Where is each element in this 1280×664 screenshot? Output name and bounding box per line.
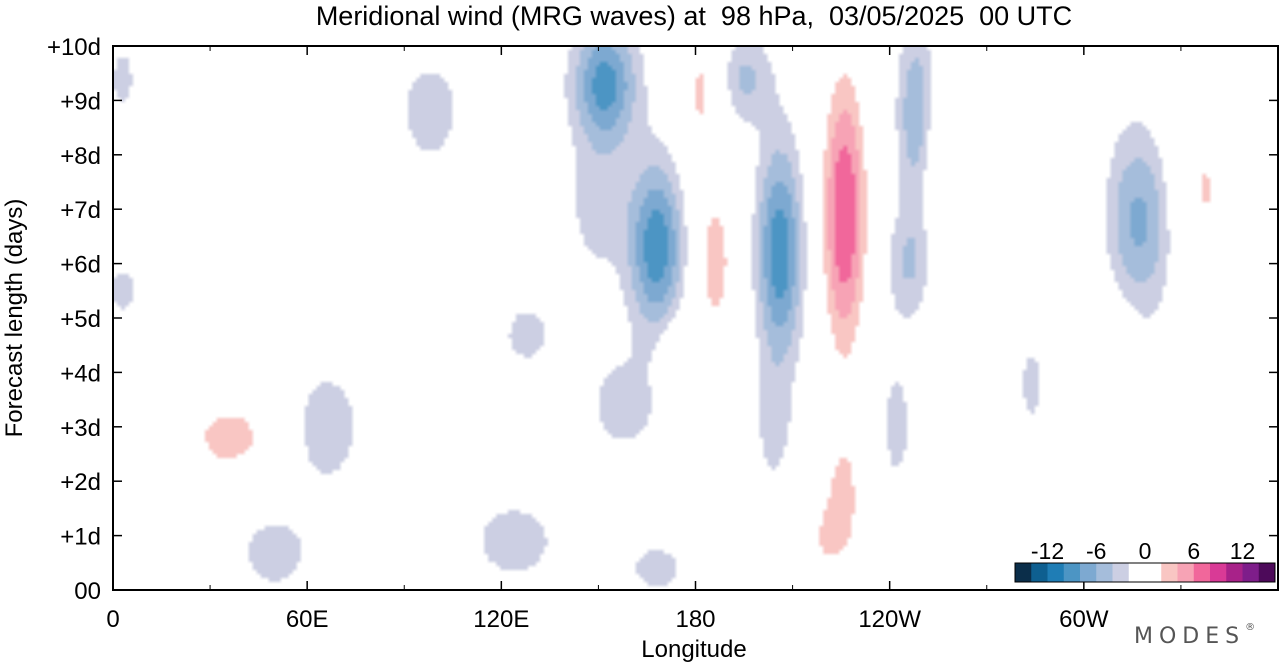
y-axis-label: Forecast length (days) [1,199,28,438]
y-tick-label: +1d [60,524,101,551]
y-tick-label: +7d [60,197,101,224]
modes-logo: MODES® [1134,622,1256,649]
colorbar-swatch [1031,563,1048,582]
y-tick-label: +4d [60,360,101,387]
colorbar-tick-label: 0 [1139,538,1152,564]
y-tick-label: +6d [60,252,101,279]
y-tick-label: +10d [47,34,101,61]
colorbar-tick-label: 12 [1230,538,1256,564]
x-tick-label: 60E [286,606,329,633]
x-axis: 0 60E 120E 180 120W 60W [106,46,1182,633]
x-tick-label: 180 [675,606,715,633]
y-tick-label: +2d [60,469,101,496]
colorbar-swatch [1193,563,1211,582]
y-tick-label: +9d [60,88,101,115]
x-tick-label: 0 [106,606,119,633]
colorbar-swatch [1080,563,1097,582]
colorbar: -12 -6 0 6 12 [1014,538,1276,583]
colorbar-swatch [1226,563,1243,582]
colorbar-tick-label: 6 [1187,538,1200,564]
colorbar-swatch [1015,563,1032,582]
y-axis: 00 +1d +2d +3d +4d +5d +6d +7d +8d +9d +10d [47,34,1278,605]
colorbar-swatch [1177,563,1195,582]
colorbar-swatch [1047,563,1065,582]
colorbar-tick-label: -6 [1086,538,1106,564]
x-tick-label: 120E [473,606,529,633]
colorbar-swatch [1258,563,1276,582]
colorbar-swatch [1210,563,1227,582]
colorbar-swatch [1242,563,1260,582]
colorbar-swatch [1128,563,1146,582]
x-tick-label: 60W [1059,606,1109,633]
wind-field-contours [113,46,1278,590]
colorbar-frame [1014,562,1276,583]
x-axis-label: Longitude [641,636,746,663]
colorbar-tick-label: -12 [1031,538,1064,564]
plot-area [112,45,1279,591]
y-tick-label: +3d [60,415,101,442]
y-tick-label: +5d [60,306,101,333]
colorbar-swatch [1096,563,1113,582]
colorbar-swatch [1112,563,1130,582]
y-tick-label: 00 [74,578,101,605]
y-tick-label: +8d [60,143,101,170]
chart-title: Meridional wind (MRG waves) at 98 hPa, 0… [316,1,1072,31]
x-tick-label: 120W [858,606,921,633]
colorbar-swatch [1161,563,1178,582]
colorbar-swatch [1145,563,1162,582]
colorbar-swatch [1063,563,1081,582]
